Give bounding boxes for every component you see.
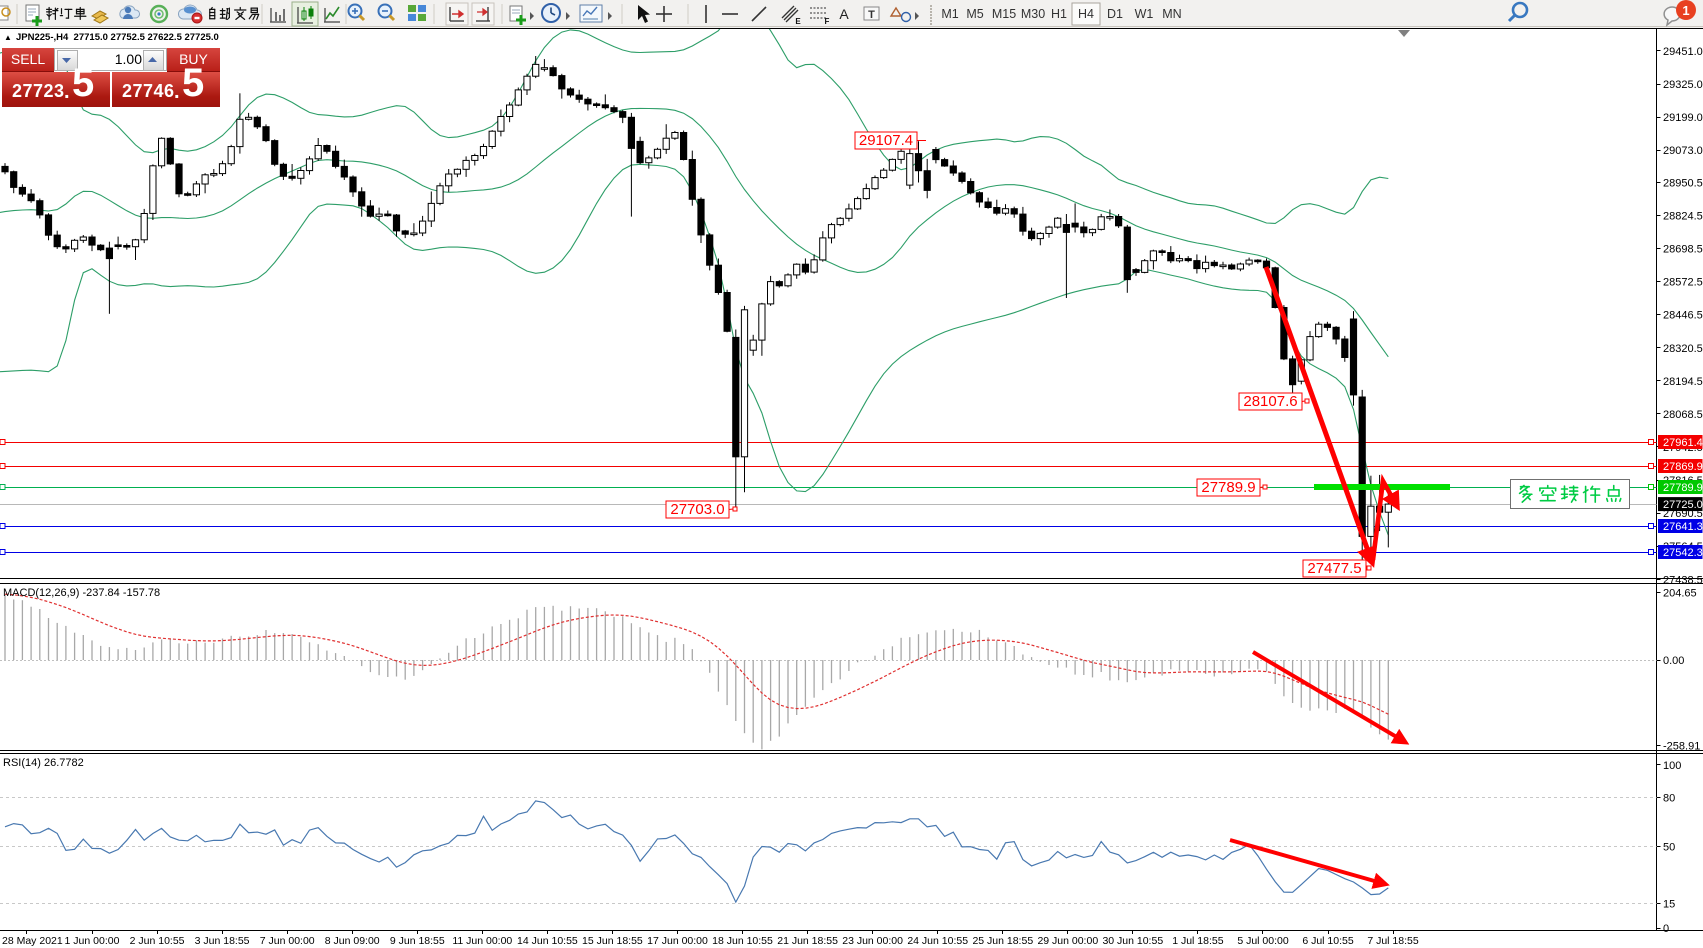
svg-text:27789.9: 27789.9 [1201, 479, 1255, 496]
svg-text:15 Jun 18:55: 15 Jun 18:55 [582, 935, 643, 947]
svg-text:29451.0: 29451.0 [1663, 46, 1703, 58]
svg-text:-258.91: -258.91 [1663, 740, 1700, 752]
svg-text:0.00: 0.00 [1663, 655, 1684, 667]
svg-text:23 Jun 00:00: 23 Jun 00:00 [842, 935, 903, 947]
svg-text:2 Jun 10:55: 2 Jun 10:55 [130, 935, 185, 947]
svg-text:28824.5: 28824.5 [1663, 211, 1703, 223]
svg-text:27725.0: 27725.0 [1663, 499, 1703, 511]
svg-text:15: 15 [1663, 899, 1675, 911]
svg-text:80: 80 [1663, 793, 1675, 805]
svg-text:E: E [795, 17, 801, 26]
svg-text:11 Jun 00:00: 11 Jun 00:00 [452, 935, 512, 947]
svg-text:1: 1 [1682, 3, 1689, 18]
svg-text:14 Jun 10:55: 14 Jun 10:55 [517, 935, 578, 947]
svg-text:24 Jun 10:55: 24 Jun 10:55 [907, 935, 968, 947]
svg-text:H4: H4 [1078, 7, 1094, 21]
svg-text:D1: D1 [1107, 7, 1123, 21]
svg-text:6 Jul 10:55: 6 Jul 10:55 [1302, 935, 1354, 947]
svg-text:▲: ▲ [4, 33, 12, 42]
svg-text:M15: M15 [992, 7, 1016, 21]
svg-text:M1: M1 [941, 7, 958, 21]
svg-text:28446.5: 28446.5 [1663, 310, 1703, 322]
svg-text:30 Jun 10:55: 30 Jun 10:55 [1102, 935, 1163, 947]
svg-text:27477.5: 27477.5 [1307, 560, 1361, 577]
svg-text:29325.0: 29325.0 [1663, 79, 1703, 91]
svg-text:204.65: 204.65 [1663, 588, 1697, 600]
svg-text:H1: H1 [1051, 7, 1067, 21]
svg-text:JPN225-,H4 27715.0 27752.5 27: JPN225-,H4 27715.0 27752.5 27622.5 27725… [16, 32, 219, 43]
svg-text:28320.5: 28320.5 [1663, 343, 1703, 355]
svg-text:7 Jul 18:55: 7 Jul 18:55 [1367, 935, 1419, 947]
svg-text:29073.0: 29073.0 [1663, 145, 1703, 157]
svg-text:27641.3: 27641.3 [1663, 521, 1703, 533]
svg-text:28 May 2021: 28 May 2021 [2, 935, 63, 947]
svg-text:50: 50 [1663, 842, 1675, 854]
svg-text:M30: M30 [1021, 7, 1045, 21]
svg-text:8 Jun 09:00: 8 Jun 09:00 [325, 935, 380, 947]
svg-text:28698.5: 28698.5 [1663, 244, 1703, 256]
svg-text:MN: MN [1162, 7, 1181, 21]
svg-text:3 Jun 18:55: 3 Jun 18:55 [195, 935, 250, 947]
svg-text:28572.5: 28572.5 [1663, 277, 1703, 289]
svg-text:21 Jun 18:55: 21 Jun 18:55 [777, 935, 838, 947]
svg-text:W1: W1 [1135, 7, 1154, 21]
svg-text:29 Jun 00:00: 29 Jun 00:00 [1037, 935, 1098, 947]
svg-text:28950.5: 28950.5 [1663, 177, 1703, 189]
svg-text:1 Jul 18:55: 1 Jul 18:55 [1172, 935, 1224, 947]
svg-text:28068.5: 28068.5 [1663, 409, 1703, 421]
svg-text:29199.0: 29199.0 [1663, 112, 1703, 124]
svg-text:RSI(14) 26.7782: RSI(14) 26.7782 [3, 757, 84, 769]
svg-text:5 Jul 00:00: 5 Jul 00:00 [1237, 935, 1289, 947]
svg-text:18 Jun 10:55: 18 Jun 10:55 [712, 935, 773, 947]
svg-text:27438.5: 27438.5 [1663, 574, 1703, 586]
svg-text:0: 0 [1663, 923, 1669, 935]
svg-text:F: F [825, 17, 830, 26]
svg-text:17 Jun 00:00: 17 Jun 00:00 [647, 935, 708, 947]
svg-text:T: T [868, 9, 875, 21]
svg-text:27542.3: 27542.3 [1663, 547, 1703, 559]
svg-text:27789.9: 27789.9 [1663, 482, 1703, 494]
svg-text:A: A [839, 6, 849, 22]
svg-text:27869.9: 27869.9 [1663, 461, 1703, 473]
svg-text:MACD(12,26,9) -237.84 -157.78: MACD(12,26,9) -237.84 -157.78 [3, 587, 160, 599]
svg-text:25 Jun 18:55: 25 Jun 18:55 [972, 935, 1033, 947]
svg-text:27703.0: 27703.0 [670, 501, 724, 518]
svg-text:1 Jun 00:00: 1 Jun 00:00 [65, 935, 120, 947]
svg-text:100: 100 [1663, 760, 1681, 772]
svg-text:28107.6: 28107.6 [1243, 393, 1297, 410]
svg-text:9 Jun 18:55: 9 Jun 18:55 [390, 935, 445, 947]
svg-text:7 Jun 00:00: 7 Jun 00:00 [260, 935, 315, 947]
svg-text:28194.5: 28194.5 [1663, 376, 1703, 388]
svg-text:27961.4: 27961.4 [1663, 437, 1703, 449]
svg-text:29107.4: 29107.4 [859, 132, 913, 149]
svg-text:M5: M5 [966, 7, 983, 21]
